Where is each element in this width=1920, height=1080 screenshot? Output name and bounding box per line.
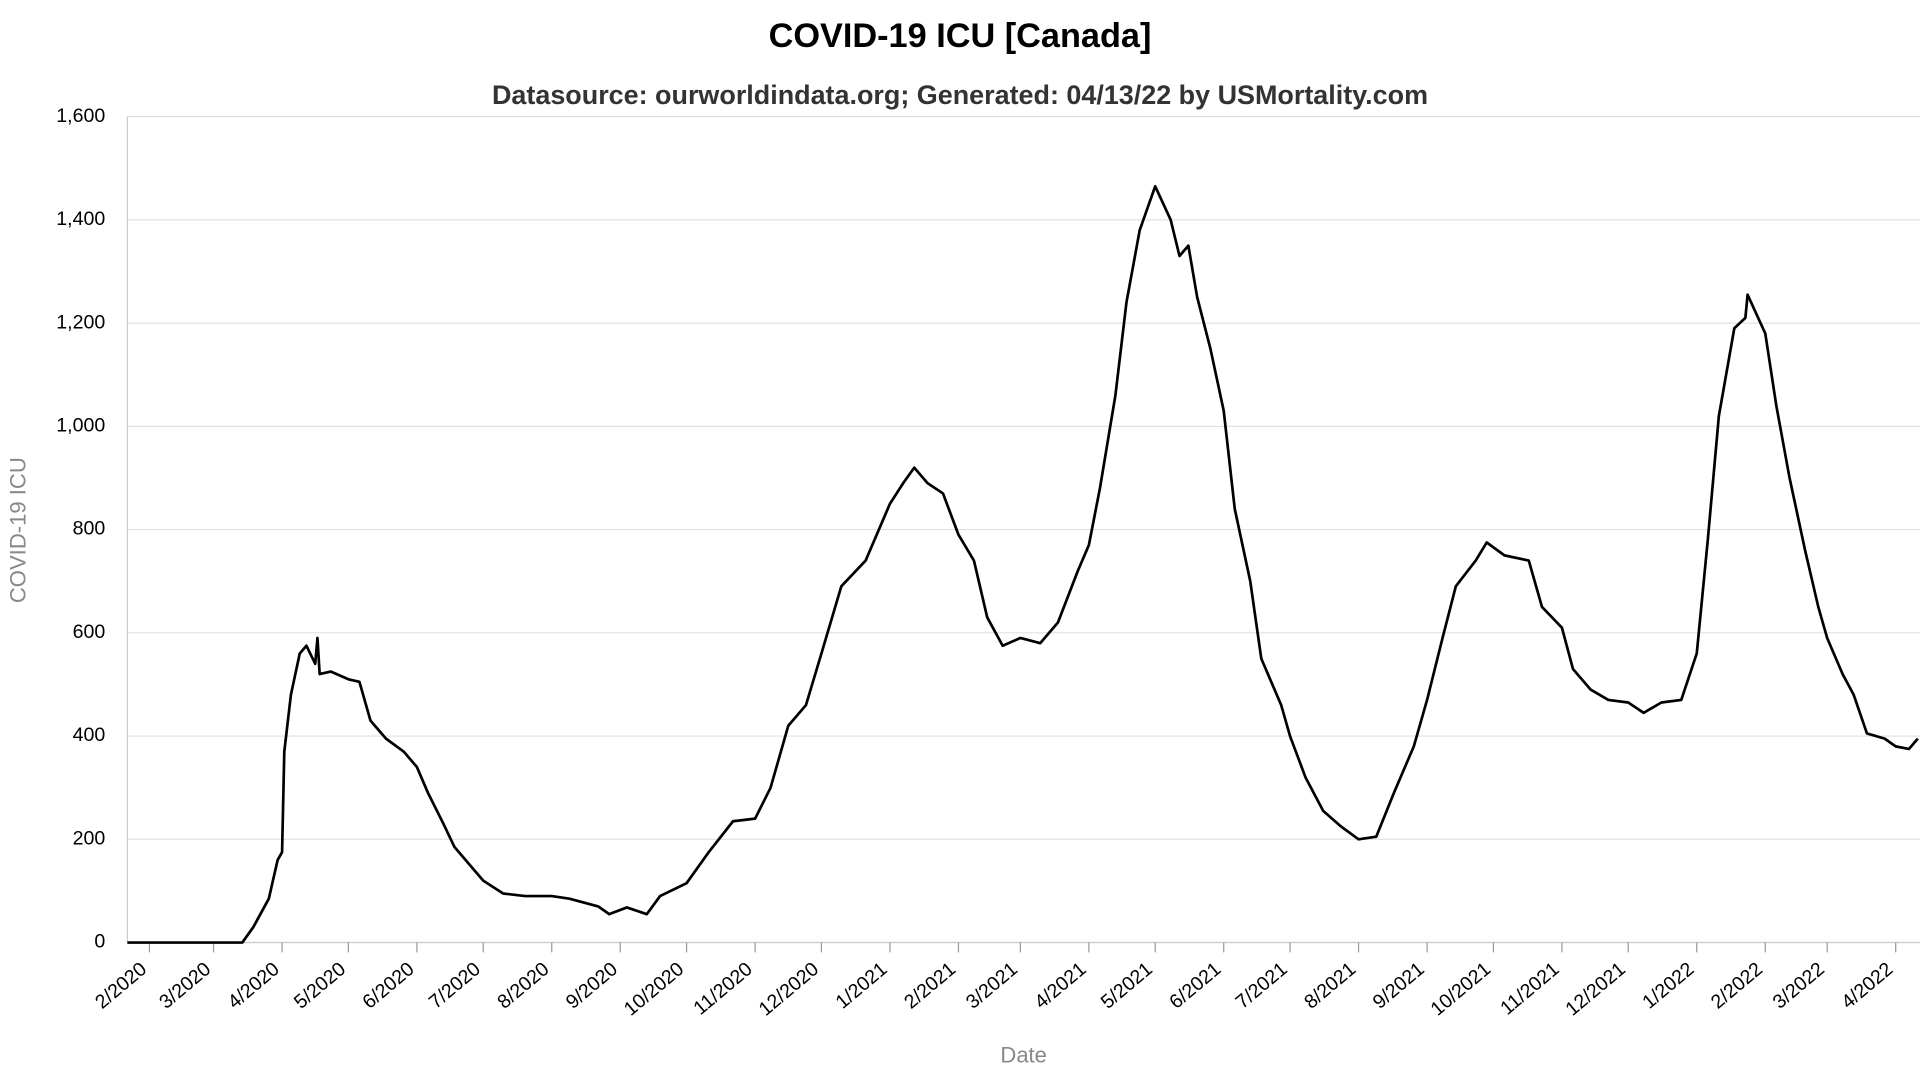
y-tick-label: 1,600	[56, 105, 105, 127]
x-tick-label: 9/2021	[1369, 958, 1429, 1013]
x-tick-label: 1/2021	[832, 958, 892, 1013]
x-tick-label: 4/2022	[1837, 958, 1897, 1013]
x-tick-label: 4/2021	[1031, 958, 1091, 1013]
y-tick-label: 200	[73, 827, 106, 849]
x-tick-label: 4/2020	[224, 958, 284, 1014]
x-tick-label: 2/2022	[1707, 958, 1767, 1013]
y-tick-label: 1,000	[56, 414, 105, 436]
y-tick-label: 1,200	[56, 311, 105, 333]
chart-subtitle: Datasource: ourworldindata.org; Generate…	[492, 80, 1428, 110]
chart-title: COVID-19 ICU [Canada]	[769, 17, 1152, 55]
x-tick-label: 2/2021	[900, 958, 960, 1013]
x-tick-label: 3/2020	[155, 958, 215, 1014]
y-tick-label: 800	[73, 518, 106, 540]
x-tick-label: 8/2020	[493, 958, 553, 1014]
x-tick-label: 1/2022	[1638, 958, 1698, 1013]
x-tick-label: 9/2020	[562, 958, 622, 1014]
x-tick-label: 7/2021	[1232, 958, 1292, 1013]
x-tick-label: 10/2021	[1427, 958, 1495, 1020]
x-tick-label: 6/2021	[1165, 958, 1225, 1013]
data-line	[127, 184, 1919, 944]
x-axis-label: Date	[1000, 1042, 1047, 1067]
x-tick-label: 5/2021	[1097, 958, 1157, 1013]
x-tick-label: 10/2020	[620, 958, 688, 1021]
x-tick-label: 11/2020	[689, 958, 756, 1020]
y-axis-label: COVID-19 ICU	[5, 457, 30, 603]
x-tick-label: 2/2020	[91, 958, 151, 1014]
x-tick-label: 11/2021	[1496, 958, 1563, 1020]
x-tick-label: 5/2020	[290, 958, 350, 1014]
x-tick-label: 6/2020	[359, 958, 419, 1014]
y-tick-label: 0	[94, 931, 105, 953]
x-tick-label: 7/2020	[425, 958, 485, 1014]
x-tick-label: 8/2021	[1300, 958, 1360, 1013]
x-tick-label: 12/2020	[755, 958, 823, 1021]
x-tick-label: 3/2022	[1769, 958, 1829, 1013]
x-tick-label: 12/2021	[1561, 958, 1629, 1020]
x-tick-label: 3/2021	[962, 958, 1022, 1013]
y-tick-label: 1,400	[56, 208, 105, 230]
y-tick-label: 400	[73, 724, 106, 746]
y-tick-label: 600	[73, 621, 106, 643]
